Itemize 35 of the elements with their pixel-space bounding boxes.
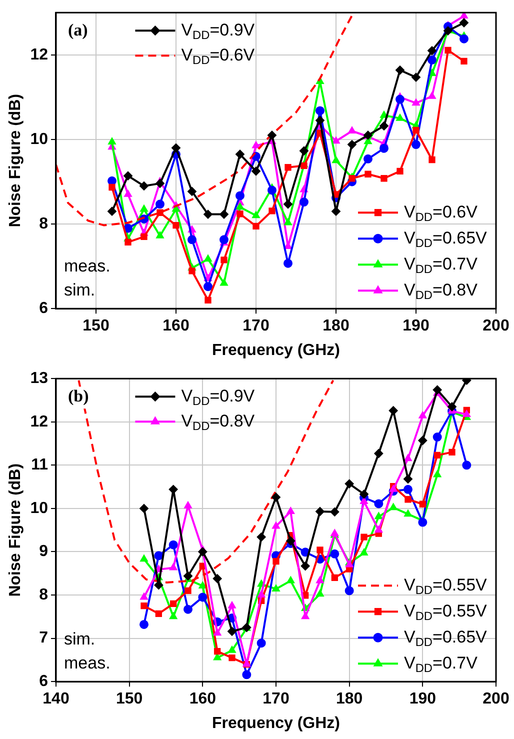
y-tick-label: 6 — [39, 673, 48, 690]
x-tick-label: 190 — [409, 690, 436, 708]
x-tick-label: 200 — [482, 318, 510, 335]
y-tick-label: 12 — [30, 413, 48, 430]
x-tick-label: 140 — [42, 690, 70, 708]
y-axis-title: Noise Figure (dB) — [7, 463, 24, 597]
text: (a) — [68, 20, 88, 40]
y-axis-title: Noise Figure (dB) — [7, 94, 24, 228]
x-tick-label: 150 — [82, 318, 110, 335]
x-tick-label: 170 — [242, 318, 270, 335]
annotation: meas. — [64, 653, 110, 672]
x-tick-label: 180 — [336, 690, 363, 708]
y-tick-label: 8 — [39, 215, 48, 232]
y-tick-label: 12 — [30, 46, 48, 64]
x-tick-label: 160 — [162, 318, 190, 335]
annotation: sim. — [64, 629, 96, 648]
x-tick-label: 190 — [402, 318, 430, 335]
y-tick-label: 7 — [39, 630, 48, 647]
annotation: sim. — [64, 280, 96, 300]
x-axis-title: Frequency (GHz) — [212, 342, 340, 359]
y-tick-label: 9 — [39, 543, 48, 560]
y-tick-label: 10 — [30, 130, 48, 148]
x-tick-label: 170 — [262, 690, 290, 708]
text: (b) — [68, 386, 89, 406]
y-tick-label: 8 — [39, 586, 48, 604]
x-tick-label: 160 — [189, 690, 216, 708]
y-tick-label: 10 — [30, 500, 48, 517]
y-tick-label: 13 — [30, 370, 48, 388]
y-tick-label: 11 — [31, 456, 48, 474]
y-tick-label: 6 — [39, 300, 48, 318]
x-tick-label: 150 — [116, 690, 143, 708]
x-tick-label: 180 — [322, 318, 350, 335]
x-axis-title: Frequency (GHz) — [212, 714, 340, 732]
x-tick-label: 200 — [482, 690, 510, 708]
annotation: meas. — [64, 256, 110, 276]
